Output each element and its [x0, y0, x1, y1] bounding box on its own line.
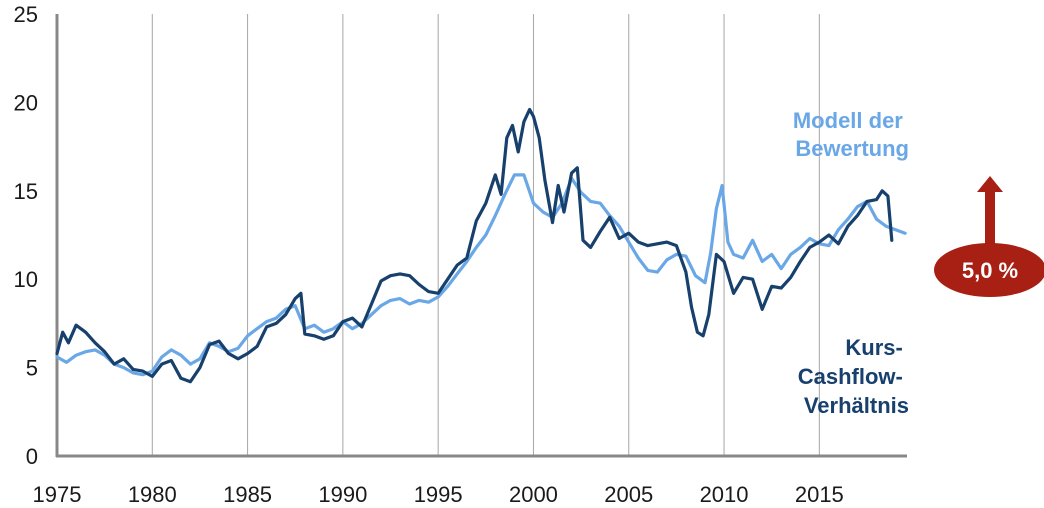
data-series: [55, 107, 907, 384]
x-tick-label: 1975: [33, 482, 82, 507]
series-label-modell-line-2: Bewertung: [795, 136, 909, 161]
y-tick-label: 15: [14, 179, 38, 204]
x-tick-label: 2010: [700, 482, 749, 507]
up-arrow-shaft: [985, 190, 995, 246]
y-tick-label: 5: [26, 356, 38, 381]
x-tick-label: 1985: [223, 482, 272, 507]
y-tick-label: 0: [26, 444, 38, 469]
x-axis-tick-labels: 1975 1980 1985 1990 1995 2000 2005 2010 2015: [33, 482, 844, 507]
axes: [55, 14, 907, 458]
growth-badge: [934, 243, 1044, 297]
y-tick-label: 20: [14, 90, 38, 115]
series-label-kcv-line-3: Verhältnis: [804, 393, 909, 418]
series-label-modell: Modell der Bewertung: [793, 108, 909, 161]
series-line-modell-bewertung: [55, 173, 907, 377]
y-tick-label: 10: [14, 267, 38, 292]
series-label-modell-line-1: Modell der: [793, 108, 903, 133]
x-tick-label: 2000: [509, 482, 558, 507]
series-label-kcv-line-2: Cashflow-: [798, 364, 903, 389]
x-tick-label: 2005: [604, 482, 653, 507]
y-tick-label: 25: [14, 2, 38, 27]
x-tick-label: 2015: [795, 482, 844, 507]
series-line-kurs-cashflow: [55, 107, 894, 384]
x-tick-label: 1995: [414, 482, 463, 507]
y-axis-tick-labels: 0 5 10 15 20 25: [14, 2, 38, 469]
x-tick-label: 1990: [318, 482, 367, 507]
series-label-kcv-line-1: Kurs-: [845, 335, 902, 360]
growth-badge-label: 5,0 %: [962, 258, 1018, 283]
x-tick-label: 1980: [128, 482, 177, 507]
growth-annotation: 5,0 %: [934, 176, 1044, 297]
series-label-kcv: Kurs- Cashflow- Verhältnis: [798, 335, 909, 418]
up-arrow-icon: [977, 176, 1003, 192]
